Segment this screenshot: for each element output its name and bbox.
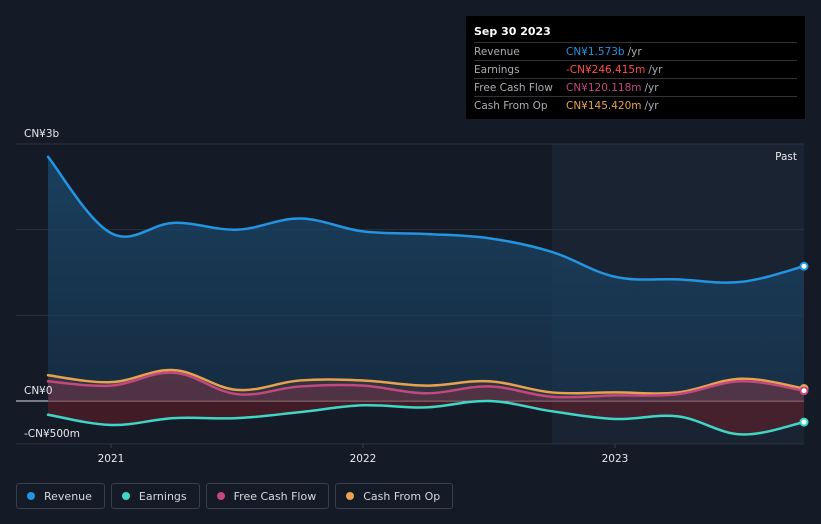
- tooltip-value: CN¥145.420m: [566, 99, 642, 112]
- chart-canvas: CN¥3b CN¥0 -CN¥500m 2021 2022 2023 Past: [16, 128, 809, 465]
- y-tick-label: -CN¥500m: [24, 428, 80, 440]
- legend-label: Cash From Op: [363, 489, 441, 503]
- x-axis-labels: 2021 2022 2023: [98, 444, 629, 465]
- tooltip-row-earnings: Earnings -CN¥246.415m /yr: [474, 60, 797, 78]
- legend-item-revenue[interactable]: Revenue: [16, 483, 105, 509]
- chart-legend: Revenue Earnings Free Cash Flow Cash Fro…: [16, 483, 454, 511]
- area-earnings: [48, 400, 804, 435]
- tooltip-unit: /yr: [644, 81, 659, 94]
- tooltip-label: Revenue: [474, 45, 520, 58]
- tooltip-label: Earnings: [474, 63, 520, 76]
- legend-item-cash-from-op[interactable]: Cash From Op: [335, 483, 454, 509]
- tooltip-value: CN¥1.573b: [566, 45, 625, 58]
- legend-dot-icon: [27, 492, 35, 500]
- x-tick-label: 2023: [602, 453, 629, 465]
- series-end-dots: [799, 261, 809, 427]
- past-label: Past: [775, 151, 797, 163]
- legend-dot-icon: [121, 492, 130, 500]
- tooltip-value: CN¥120.118m: [566, 81, 642, 94]
- legend-label: Earnings: [138, 489, 187, 503]
- x-tick-label: 2022: [350, 453, 377, 465]
- series-lines: [46, 155, 806, 436]
- y-tick-label: CN¥0: [24, 385, 53, 397]
- legend-label: Free Cash Flow: [233, 489, 317, 503]
- tooltip-row-cash-from-op: Cash From Op CN¥145.420m /yr: [474, 96, 797, 114]
- tooltip-unit: /yr: [627, 45, 642, 58]
- end-dot-revenue: [799, 261, 809, 271]
- y-axis-labels: CN¥3b CN¥0 -CN¥500m: [24, 128, 80, 440]
- line-earnings: [46, 399, 806, 436]
- legend-dot-icon: [216, 492, 225, 500]
- end-dot-free-cash-flow: [799, 386, 809, 396]
- end-dot-earnings: [799, 417, 809, 427]
- line-free-cash-flow: [46, 371, 806, 399]
- tooltip-date: Sep 30 2023: [474, 25, 551, 38]
- legend-label: Revenue: [44, 489, 92, 503]
- data-tooltip: Sep 30 2023 Revenue CN¥1.573b /yr Earnin…: [466, 16, 805, 119]
- area-free-cash-flow: [48, 372, 804, 401]
- tooltip-value: -CN¥246.415m: [566, 63, 646, 76]
- x-tick-label: 2021: [98, 453, 125, 465]
- legend-item-earnings[interactable]: Earnings: [110, 483, 200, 509]
- tooltip-unit: /yr: [644, 99, 659, 112]
- tooltip-row-revenue: Revenue CN¥1.573b /yr: [474, 42, 797, 60]
- tooltip-unit: /yr: [648, 63, 663, 76]
- tooltip-label: Cash From Op: [474, 99, 548, 112]
- line-cash-from-op: [46, 368, 806, 395]
- y-tick-label: CN¥3b: [24, 128, 60, 140]
- tooltip-label: Free Cash Flow: [474, 81, 553, 94]
- legend-dot-icon: [346, 492, 355, 500]
- area-revenue: [48, 156, 804, 401]
- tooltip-row-free-cash-flow: Free Cash Flow CN¥120.118m /yr: [474, 78, 797, 96]
- line-revenue: [46, 155, 806, 284]
- legend-item-free-cash-flow[interactable]: Free Cash Flow: [205, 483, 330, 509]
